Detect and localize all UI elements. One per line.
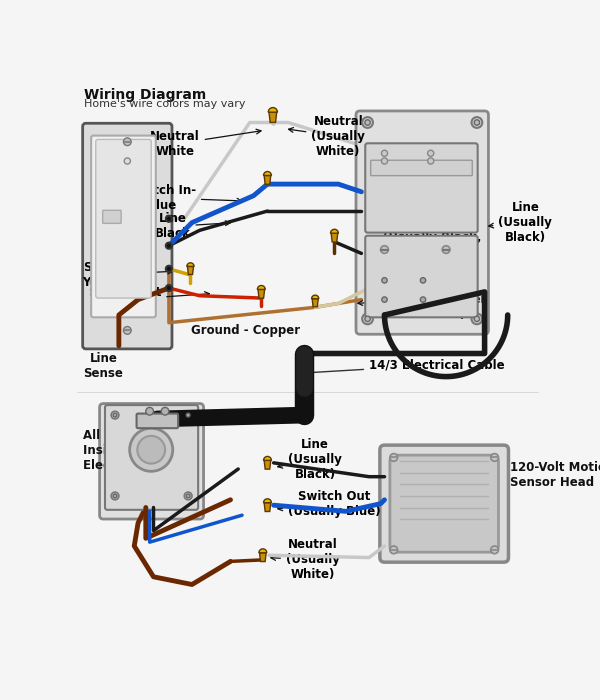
Circle shape [390, 546, 398, 554]
Polygon shape [264, 503, 271, 512]
Circle shape [491, 546, 499, 554]
Circle shape [166, 216, 172, 222]
Text: Line
(Usually
Black): Line (Usually Black) [278, 438, 342, 482]
Polygon shape [264, 176, 271, 184]
Circle shape [382, 278, 387, 283]
Polygon shape [187, 267, 194, 274]
Circle shape [362, 117, 373, 128]
Circle shape [113, 413, 117, 417]
Circle shape [382, 158, 388, 164]
Circle shape [130, 428, 173, 471]
Text: Ground - Copper: Ground - Copper [191, 324, 301, 337]
Polygon shape [312, 299, 318, 307]
Circle shape [382, 150, 388, 156]
Circle shape [166, 266, 172, 272]
Circle shape [365, 316, 370, 321]
Text: Switch Out
(Usually Blue): Switch Out (Usually Blue) [278, 491, 381, 519]
FancyBboxPatch shape [365, 236, 478, 317]
Circle shape [186, 413, 190, 417]
Circle shape [124, 138, 131, 146]
Circle shape [472, 117, 482, 128]
Text: Line
Black: Line Black [155, 213, 230, 241]
FancyBboxPatch shape [83, 123, 172, 349]
Circle shape [166, 243, 172, 248]
Wedge shape [263, 499, 271, 503]
FancyBboxPatch shape [103, 210, 121, 223]
Text: Switch In-
Blue: Switch In- Blue [130, 184, 242, 212]
Circle shape [474, 316, 479, 321]
Circle shape [428, 150, 434, 156]
Circle shape [111, 412, 119, 419]
FancyBboxPatch shape [356, 111, 488, 335]
Circle shape [428, 158, 434, 164]
FancyBboxPatch shape [100, 403, 203, 519]
Circle shape [137, 436, 165, 463]
Circle shape [491, 454, 499, 461]
Polygon shape [258, 289, 265, 298]
Text: Neutral
White: Neutral White [150, 130, 261, 158]
Text: Ground
(Usually Copper
or Green): Ground (Usually Copper or Green) [358, 278, 486, 321]
Circle shape [365, 120, 370, 125]
Text: Switch Out
Red: Switch Out Red [89, 286, 209, 314]
Circle shape [111, 492, 119, 500]
Text: Neutral
(Usually
White): Neutral (Usually White) [271, 538, 340, 582]
Wedge shape [187, 262, 194, 267]
Text: Sense
Yellow: Sense Yellow [82, 261, 172, 289]
Text: Line
Sense: Line Sense [83, 352, 124, 380]
Circle shape [184, 412, 192, 419]
Circle shape [382, 297, 387, 302]
Wedge shape [331, 230, 338, 233]
Text: Wiring Diagram: Wiring Diagram [84, 88, 206, 102]
FancyBboxPatch shape [365, 144, 478, 232]
Text: Home's wire colors may vary: Home's wire colors may vary [84, 99, 246, 109]
Circle shape [421, 278, 425, 283]
Circle shape [474, 120, 479, 125]
Circle shape [442, 246, 450, 253]
Circle shape [362, 314, 373, 324]
Circle shape [186, 494, 190, 498]
Polygon shape [331, 233, 338, 242]
Wedge shape [268, 108, 277, 112]
FancyBboxPatch shape [91, 136, 156, 317]
Wedge shape [259, 549, 267, 553]
FancyBboxPatch shape [380, 445, 508, 562]
Circle shape [124, 158, 130, 164]
Text: 120-Volt Motion
Sensor Head: 120-Volt Motion Sensor Head [510, 461, 600, 489]
Wedge shape [263, 172, 271, 176]
FancyBboxPatch shape [96, 139, 151, 298]
Circle shape [184, 492, 192, 500]
FancyBboxPatch shape [105, 405, 198, 510]
Text: Load
(Usually Black,
Red, or Blue): Load (Usually Black, Red, or Blue) [365, 216, 481, 260]
Circle shape [472, 314, 482, 324]
Text: All Connections
Inside An
Electrical Box: All Connections Inside An Electrical Box [83, 429, 185, 472]
Circle shape [390, 454, 398, 461]
FancyBboxPatch shape [390, 455, 499, 552]
Polygon shape [264, 461, 271, 469]
Circle shape [380, 246, 388, 253]
Polygon shape [269, 112, 277, 122]
FancyBboxPatch shape [371, 160, 472, 176]
Circle shape [124, 326, 131, 335]
Polygon shape [260, 553, 266, 561]
Circle shape [146, 407, 154, 415]
Wedge shape [263, 456, 271, 461]
Circle shape [161, 407, 169, 415]
Text: Line
(Usually
Black): Line (Usually Black) [489, 201, 553, 244]
Circle shape [166, 285, 172, 291]
Wedge shape [257, 286, 265, 289]
Circle shape [421, 297, 425, 302]
Wedge shape [311, 295, 319, 299]
FancyBboxPatch shape [137, 414, 178, 428]
Text: 14/3 Electrical Cable: 14/3 Electrical Cable [310, 358, 505, 372]
Circle shape [113, 494, 117, 498]
Text: Neutral
(Usually
White): Neutral (Usually White) [289, 115, 365, 158]
